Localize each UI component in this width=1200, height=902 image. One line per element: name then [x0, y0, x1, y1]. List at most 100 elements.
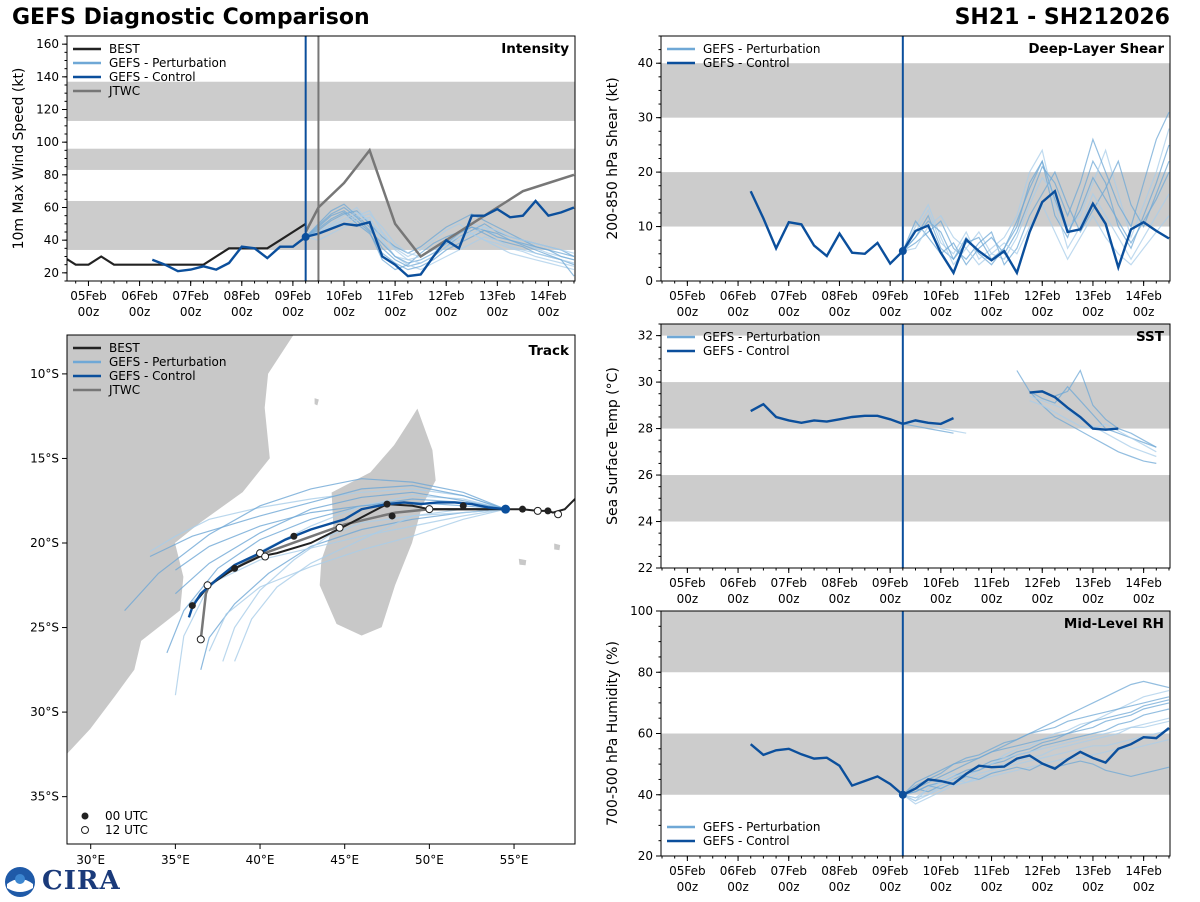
rh-ytick-label: 80 [638, 665, 653, 679]
rh-perturbation-line [902, 760, 1170, 796]
shear-plot-area [749, 111, 1170, 276]
rh-xtick-day: 09Feb [872, 864, 909, 878]
intensity-xtick-day: 13Feb [479, 289, 516, 303]
shear-perturbation-line [902, 159, 1170, 266]
figure-title: GEFS Diagnostic Comparison [12, 5, 370, 30]
sst-ytick-label: 30 [638, 375, 653, 389]
sst-xtick-hour: 00z [677, 592, 699, 606]
track-legend-12utc-marker [81, 826, 89, 834]
sst-xtick-hour: 00z [1082, 592, 1104, 606]
sst-xtick-hour: 00z [930, 592, 952, 606]
sst-ylabel: Sea Surface Temp (°C) [605, 367, 621, 525]
sst-perturbation-line [902, 423, 954, 434]
intensity-ytick-label: 20 [44, 266, 59, 280]
track-legend-label-perturbation: GEFS - Perturbation [109, 355, 226, 369]
shear-xtick-day: 07Feb [770, 289, 807, 303]
rh-perturbation-line [902, 696, 1170, 796]
track-plot-area [67, 335, 575, 844]
shear-xtick-day: 09Feb [872, 289, 909, 303]
rh-perturbation-line [902, 690, 1170, 802]
intensity-xtick-hour: 00z [384, 305, 406, 319]
land-comoros [313, 397, 320, 407]
rh-ytick-label: 40 [638, 788, 653, 802]
rh-ytick-label: 60 [638, 727, 653, 741]
shear-chart: 0 10 20 30 40 05Feb 00z 06Feb 00z 07Feb 00z 08Feb 00… [605, 35, 1171, 319]
track-ytick-label: 25°S [30, 621, 59, 635]
track-xtick-label: 40°E [246, 853, 275, 867]
intensity-best-line [67, 222, 307, 266]
shear-xtick-hour: 00z [1031, 305, 1053, 319]
track-12utc-point [554, 510, 563, 519]
sst-chart: 22 24 26 28 30 32 05Feb 00z 06Feb 00z 07Feb 00z 08Fe… [605, 323, 1171, 606]
rh-perturbation-line [902, 720, 1170, 799]
intensity-plot-area [67, 147, 575, 278]
rh-xtick-day: 08Feb [821, 864, 858, 878]
intensity-ylabel: 10m Max Wind Speed (kt) [11, 68, 27, 250]
track-perturbation-line [149, 484, 506, 558]
intensity-band-2 [67, 81, 575, 121]
track-perturbation-line [175, 501, 506, 571]
track-00utc-point [231, 564, 239, 572]
rh-plot-area [749, 680, 1170, 805]
intensity-legend-label-perturbation: GEFS - Perturbation [109, 56, 226, 70]
track-xtick-label: 35°E [161, 853, 190, 867]
land-africa [67, 335, 295, 755]
sst-xtick-day: 11Feb [973, 576, 1010, 590]
rh-ylabel: 700-500 hPa Humidity (%) [605, 641, 621, 826]
track-12utc-point [261, 552, 270, 561]
intensity-xtick-day: 05Feb [70, 289, 107, 303]
track-ytick-label: 10°S [30, 367, 59, 381]
intensity-xtick-hour: 00z [180, 305, 202, 319]
track-perturbation-line [124, 478, 506, 612]
rh-xtick-day: 10Feb [923, 864, 960, 878]
sst-panel-title: SST [1136, 329, 1165, 345]
sst-xtick-day: 10Feb [923, 576, 960, 590]
cira-logo: CIRA [4, 866, 124, 898]
rh-xtick-day: 13Feb [1075, 864, 1112, 878]
sst-xtick-day: 14Feb [1125, 576, 1162, 590]
track-chart: 30°E 35°E 40°E 45°E 50°E 55°E 10°S 15°S 20°S 25°S… [30, 334, 576, 867]
rh-band-0 [661, 733, 1170, 795]
rh-perturbation-line [902, 680, 1170, 796]
track-12utc-point [533, 506, 542, 515]
intensity-ytick-label: 80 [44, 168, 59, 182]
rh-chart: 20 40 60 80 100 05Feb 00z 06Feb 00z 07Feb 00z 08Feb… [605, 604, 1171, 894]
track-ytick-label: 20°S [30, 536, 59, 550]
track-00utc-point [290, 532, 298, 540]
shear-band-1 [661, 63, 1170, 118]
track-perturbation-line [191, 508, 506, 603]
shear-perturbation-line [902, 159, 1170, 261]
track-00utc-point [388, 512, 396, 520]
shear-xtick-hour: 00z [778, 305, 800, 319]
intensity-xtick-hour: 00z [333, 305, 355, 319]
rh-xtick-hour: 00z [1133, 880, 1155, 894]
track-xtick-label: 45°E [330, 853, 359, 867]
sst-xtick-day: 05Feb [669, 576, 706, 590]
intensity-xtick-hour: 00z [78, 305, 100, 319]
shear-ytick-label: 40 [638, 56, 653, 70]
shear-xtick-hour: 00z [981, 305, 1003, 319]
shear-xtick-hour: 00z [829, 305, 851, 319]
sst-xtick-day: 09Feb [872, 576, 909, 590]
rh-xtick-hour: 00z [879, 880, 901, 894]
sst-xtick-hour: 00z [981, 592, 1003, 606]
intensity-jtwc-line [304, 147, 575, 259]
sst-xtick-hour: 00z [727, 592, 749, 606]
intensity-xtick-hour: 00z [231, 305, 253, 319]
shear-ytick-label: 30 [638, 111, 653, 125]
intensity-ytick-label: 40 [44, 233, 59, 247]
sst-xtick-hour: 00z [879, 592, 901, 606]
intensity-ytick-label: 120 [36, 103, 59, 117]
sst-perturbation-line [1029, 395, 1157, 458]
intensity-xtick-hour: 00z [129, 305, 151, 319]
track-00utc-point [544, 507, 552, 515]
sst-xtick-hour: 00z [1031, 592, 1053, 606]
rh-xtick-hour: 00z [677, 880, 699, 894]
track-12utc-point [335, 523, 344, 532]
sst-xtick-hour: 00z [829, 592, 851, 606]
noaa-emblem-icon [5, 867, 35, 897]
land-reunion [517, 557, 528, 567]
shear-panel-title: Deep-Layer Shear [1028, 41, 1164, 57]
shear-ylabel: 200-850 hPa Shear (kt) [605, 77, 621, 239]
